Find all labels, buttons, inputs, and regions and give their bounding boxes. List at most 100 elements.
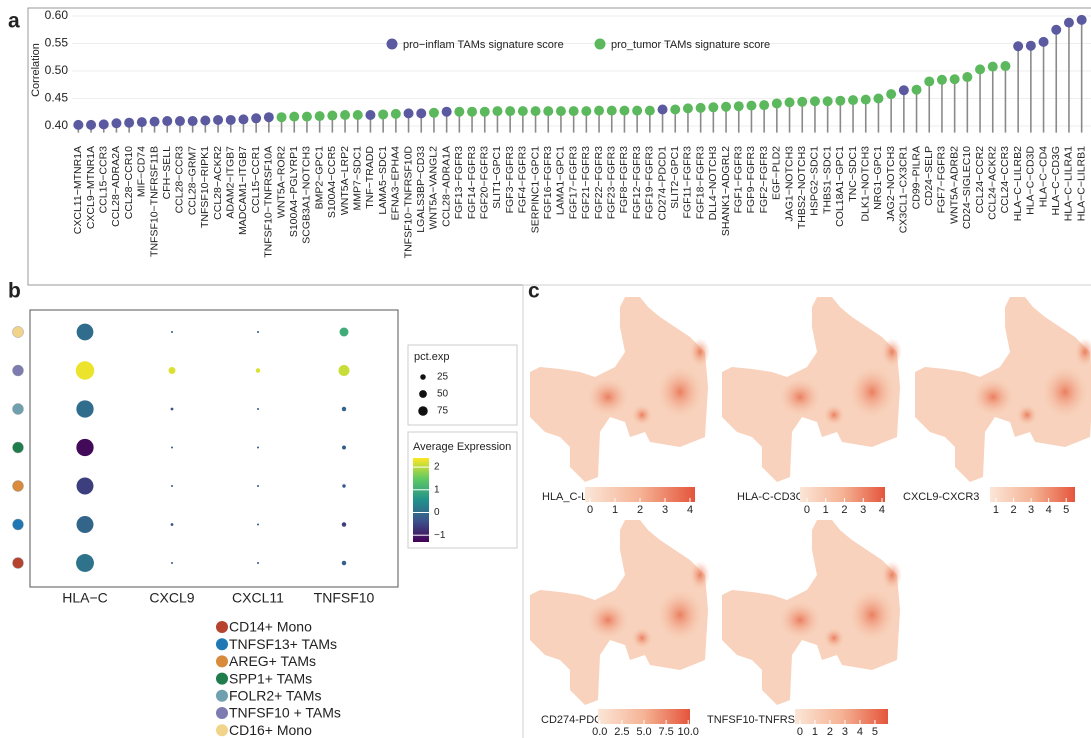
legend-swatch — [216, 638, 228, 650]
x-tick-label: SLIT2−GPC1 — [669, 146, 681, 209]
colorbar-label: 4 — [1046, 504, 1052, 516]
colorbar-label: −1 — [434, 530, 446, 541]
x-tick-label: TNF−TRADD — [364, 146, 376, 209]
size-key-label: 50 — [437, 389, 449, 400]
spatial-map — [722, 297, 902, 482]
x-tick-label: COL18A1−GPC1 — [834, 146, 846, 227]
x-tick-label: JAG2−NOTCH3 — [885, 146, 897, 222]
row-marker — [13, 481, 24, 492]
x-tick-label: LAMA5−SDC1 — [377, 146, 389, 215]
legend-swatch — [216, 707, 228, 719]
x-tick-label: S100A4−PGLYRP1 — [288, 146, 300, 237]
map-title: CXCL9-CXCR3 — [903, 491, 979, 503]
dot — [171, 523, 174, 526]
lollipop-dot — [467, 107, 477, 117]
lollipop-dot — [264, 112, 274, 122]
x-tick-label: LGALS3BP−CD33 — [415, 146, 427, 233]
lollipop-dot — [416, 108, 426, 118]
x-tick-label: THBS2−NOTCH3 — [796, 146, 808, 229]
x-tick-label: FGF1−FGFR3 — [733, 146, 745, 214]
x-tick-label: FGF2−FGFR3 — [758, 146, 770, 214]
lollipop-dot — [1064, 18, 1074, 28]
panel-label: a — [8, 10, 20, 33]
legend-label: TNFSF13+ TAMs — [229, 636, 337, 652]
lollipop-dot — [594, 106, 604, 116]
lollipop-dot — [289, 112, 299, 122]
lollipop-dot — [340, 110, 350, 120]
colorbar-label: 0 — [797, 726, 803, 738]
y-tick-label: 0.55 — [45, 36, 69, 50]
x-tick-label: CCL24−CCR2 — [974, 146, 986, 214]
dot — [77, 516, 94, 533]
x-tick-label: TNFSF10−TNFRSF11B — [148, 146, 160, 257]
lollipop-dot — [962, 72, 972, 82]
lollipop-dot — [975, 64, 985, 74]
x-tick-label: FGF3−FGFR3 — [504, 146, 516, 214]
lollipop-dot — [213, 115, 223, 125]
lollipop-dot — [708, 102, 718, 112]
x-tick-label: CCL28−CCR3 — [174, 146, 186, 214]
x-tick-label: FGF16−FGFR3 — [542, 146, 554, 219]
x-tick-label: HLA−C−CD3D — [1025, 146, 1037, 215]
lollipop-dot — [772, 98, 782, 108]
size-key — [420, 374, 426, 380]
x-tick-label: FGF18−FGFR3 — [694, 146, 706, 219]
x-tick-label: CCL28−ADRA1A — [440, 146, 452, 227]
dot — [256, 368, 260, 372]
colorbar-label: 0 — [804, 504, 810, 516]
lollipop-dot — [391, 109, 401, 119]
lollipop-dot — [937, 75, 947, 85]
x-tick-label: HSPG2−SDC1 — [809, 146, 821, 216]
lollipop-dot — [251, 113, 261, 123]
x-tick-label: FGF23−FGFR3 — [606, 146, 618, 219]
x-tick-label: EFNA3−EPHA4 — [390, 146, 402, 221]
colorbar-label: 1 — [612, 504, 618, 516]
x-tick-label: FGF20−FGFR3 — [479, 146, 491, 219]
row-marker — [13, 442, 24, 453]
dot — [257, 408, 259, 410]
x-tick-label: MMP7−SDC1 — [352, 146, 364, 211]
colorbar-label: 2 — [637, 504, 643, 516]
color-legend-title: Average Expression — [413, 441, 511, 453]
colorbar-label: 7.5 — [658, 726, 673, 738]
lollipop-dot — [454, 107, 464, 117]
legend-label: pro−inflam TAMs signature score — [403, 39, 564, 51]
lollipop-dot — [188, 116, 198, 126]
lollipop-dot — [1051, 25, 1061, 35]
lollipop-dot — [378, 109, 388, 119]
dot — [76, 361, 94, 379]
dot — [76, 439, 93, 456]
y-axis-label: Correlation — [30, 43, 42, 97]
x-tick-label: MADCAM1−ITGB7 — [237, 146, 249, 235]
size-key — [418, 406, 428, 416]
x-tick-label: HLA−C−CD4 — [1037, 146, 1049, 207]
row-marker — [13, 519, 24, 530]
x-tick-label: HLA−C — [62, 590, 108, 606]
lollipop-dot — [200, 116, 210, 126]
y-tick-label: 0.40 — [45, 118, 69, 132]
lollipop-dot — [645, 106, 655, 116]
dot — [342, 446, 346, 450]
dot — [257, 524, 259, 526]
y-tick-label: 0.50 — [45, 63, 69, 77]
colorbar-label: 3 — [842, 726, 848, 738]
legend-swatch — [216, 690, 228, 702]
x-tick-label: CX3CL1−CX3CR1 — [898, 146, 910, 233]
colorbar-label: 3 — [1028, 504, 1034, 516]
lollipop-dot — [785, 97, 795, 107]
lollipop-dot — [607, 106, 617, 116]
x-tick-label: FGF4−FGFR3 — [517, 146, 529, 214]
x-tick-label: WNT5A−LRP2 — [339, 146, 351, 215]
lollipop-dot — [150, 117, 160, 127]
lollipop-dot — [99, 119, 109, 129]
lollipop-dot — [632, 106, 642, 116]
dot — [169, 367, 176, 374]
x-tick-label: SCGB3A1−NOTCH3 — [301, 146, 313, 244]
colorbar-label: 5.0 — [636, 726, 651, 738]
colorbar-label: 3 — [662, 504, 668, 516]
x-tick-label: CXCL9 — [149, 590, 194, 606]
x-tick-label: FGF9−FGFR3 — [745, 146, 757, 214]
lollipop-dot — [683, 103, 693, 113]
lollipop-dot — [505, 106, 515, 116]
x-tick-label: CXCL11−MTNR1A — [72, 146, 84, 234]
